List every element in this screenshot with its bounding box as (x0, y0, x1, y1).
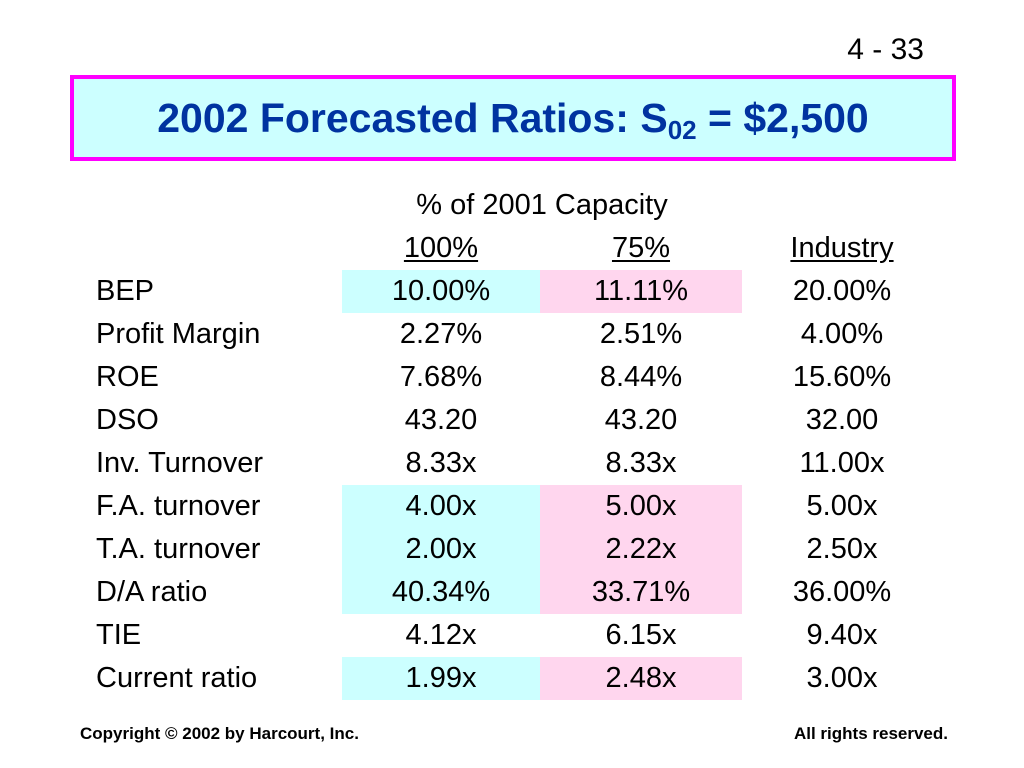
title-box: 2002 Forecasted Ratios: S02 = $2,500 (70, 75, 956, 161)
slide-title: 2002 Forecasted Ratios: S02 = $2,500 (157, 94, 869, 145)
ratio-table: BEP 10.00% 11.11% 20.00% Profit Margin 2… (90, 270, 942, 700)
table-row: DSO 43.20 43.20 32.00 (90, 399, 942, 442)
cell-100: 1.99x (342, 657, 540, 700)
cell-industry: 3.00x (806, 662, 878, 694)
cell-100: 2.27% (399, 318, 483, 350)
capacity-group-header: % of 2001 Capacity (416, 189, 668, 221)
cell-100: 10.00% (342, 270, 540, 313)
table-row: F.A. turnover 4.00x 5.00x 5.00x (90, 485, 942, 528)
row-label: F.A. turnover (96, 490, 261, 522)
table-row: D/A ratio 40.34% 33.71% 36.00% (90, 571, 942, 614)
cell-industry: 9.40x (806, 619, 878, 651)
table-row: Inv. Turnover 8.33x 8.33x 11.00x (90, 442, 942, 485)
column-header-75: 75% (611, 232, 671, 264)
cell-industry: 11.00x (799, 447, 885, 479)
row-label: Current ratio (96, 662, 258, 694)
row-label: TIE (96, 619, 142, 651)
cell-75: 8.33x (605, 447, 677, 479)
cell-75: 2.48x (540, 657, 742, 700)
cell-industry: 20.00% (792, 275, 892, 307)
column-header-industry: Industry (790, 232, 894, 264)
table-row: T.A. turnover 2.00x 2.22x 2.50x (90, 528, 942, 571)
cell-100: 4.00x (342, 485, 540, 528)
cell-100: 8.33x (405, 447, 477, 479)
row-label: T.A. turnover (96, 533, 261, 565)
row-label: ROE (96, 361, 159, 393)
title-suffix: = $2,500 (696, 94, 869, 141)
row-label: DSO (96, 404, 159, 436)
cell-75: 5.00x (540, 485, 742, 528)
cell-75: 33.71% (540, 571, 742, 614)
row-label: Inv. Turnover (96, 447, 264, 479)
title-main: 2002 Forecasted Ratios: S (157, 94, 668, 141)
cell-industry: 32.00 (805, 404, 879, 436)
cell-industry: 4.00% (800, 318, 884, 350)
table-row: Current ratio 1.99x 2.48x 3.00x (90, 657, 942, 700)
title-subscript: 02 (667, 114, 697, 145)
table-row: Profit Margin 2.27% 2.51% 4.00% (90, 313, 942, 356)
cell-75: 11.11% (540, 270, 742, 313)
cell-industry: 36.00% (792, 576, 892, 608)
slide-number: 4 - 33 (847, 33, 924, 66)
cell-industry: 2.50x (806, 533, 878, 565)
cell-industry: 15.60% (792, 361, 892, 393)
copyright-notice: Copyright © 2002 by Harcourt, Inc. (80, 724, 359, 743)
row-label: Profit Margin (96, 318, 261, 350)
cell-75: 6.15x (605, 619, 677, 651)
cell-100: 2.00x (342, 528, 540, 571)
rights-notice: All rights reserved. (793, 724, 948, 743)
cell-75: 2.22x (540, 528, 742, 571)
cell-100: 7.68% (399, 361, 483, 393)
row-label: BEP (96, 275, 155, 307)
cell-100: 40.34% (342, 571, 540, 614)
cell-100: 4.12x (405, 619, 477, 651)
cell-industry: 5.00x (806, 490, 878, 522)
row-label: D/A ratio (96, 576, 208, 608)
cell-100: 43.20 (404, 404, 478, 436)
cell-75: 43.20 (604, 404, 678, 436)
column-header-100: 100% (403, 232, 479, 264)
cell-75: 8.44% (599, 361, 683, 393)
table-row: BEP 10.00% 11.11% 20.00% (90, 270, 942, 313)
cell-75: 2.51% (599, 318, 683, 350)
table-row: ROE 7.68% 8.44% 15.60% (90, 356, 942, 399)
table-row: TIE 4.12x 6.15x 9.40x (90, 614, 942, 657)
